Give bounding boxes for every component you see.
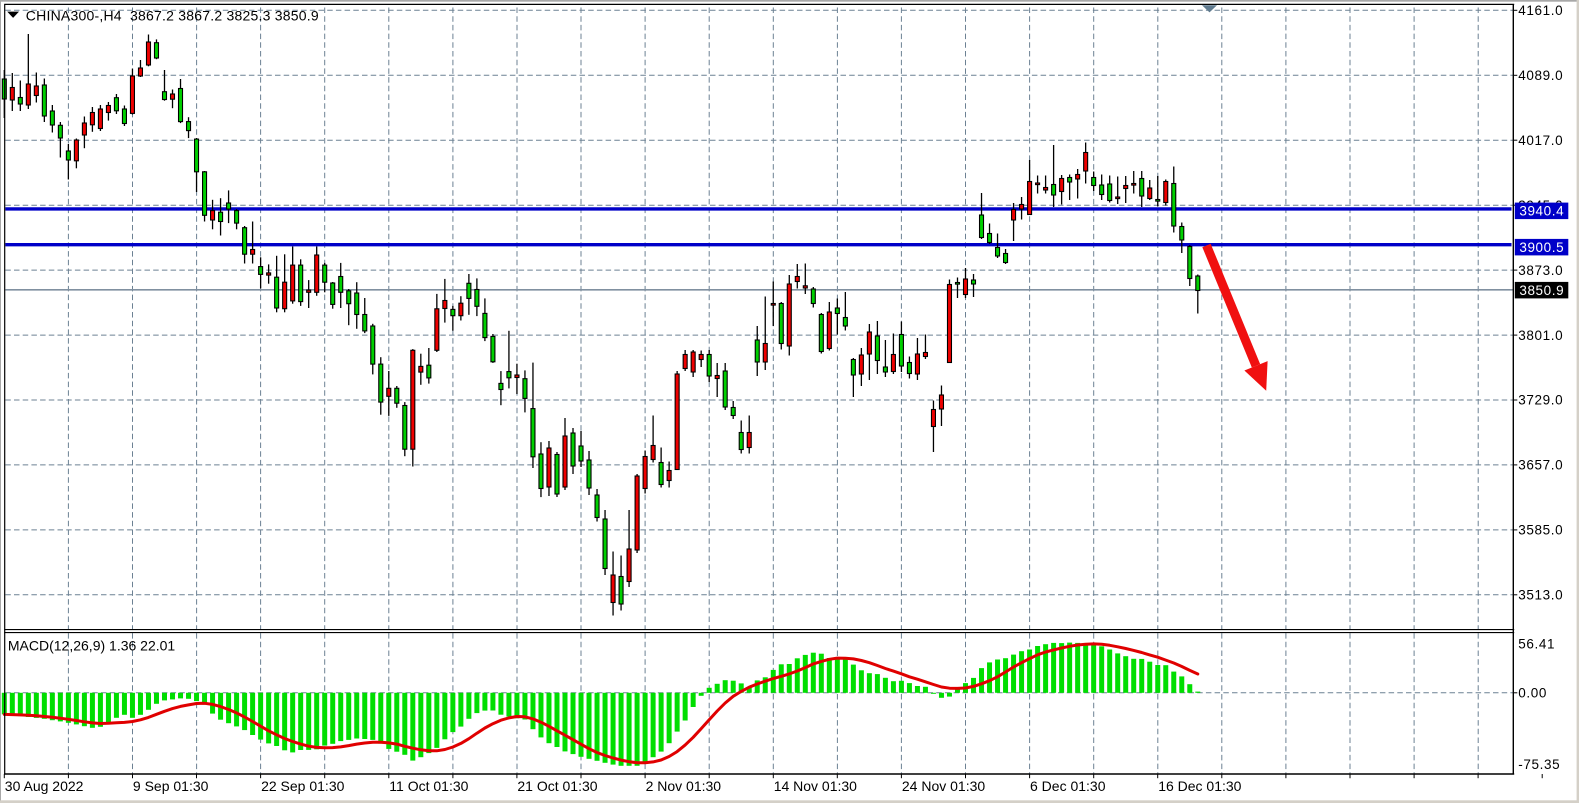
svg-text:30 Aug 2022: 30 Aug 2022 xyxy=(5,778,84,794)
svg-text:3900.5: 3900.5 xyxy=(1519,240,1564,255)
svg-text:6 Dec 01:30: 6 Dec 01:30 xyxy=(1030,778,1106,794)
svg-text:MACD(12,26,9) 1.36 22.01: MACD(12,26,9) 1.36 22.01 xyxy=(8,638,176,654)
svg-text:3729.0: 3729.0 xyxy=(1518,393,1563,408)
svg-text:3940.4: 3940.4 xyxy=(1519,204,1564,219)
svg-text:3801.0: 3801.0 xyxy=(1518,328,1563,343)
svg-text:4089.0: 4089.0 xyxy=(1518,68,1563,83)
svg-text:9 Sep 01:30: 9 Sep 01:30 xyxy=(133,778,209,794)
svg-text:3850.9: 3850.9 xyxy=(1519,283,1564,298)
svg-text:3657.0: 3657.0 xyxy=(1518,458,1563,473)
svg-text:0.00: 0.00 xyxy=(1518,686,1547,701)
svg-text:24 Nov 01:30: 24 Nov 01:30 xyxy=(902,778,985,794)
svg-text:21 Oct 01:30: 21 Oct 01:30 xyxy=(517,778,597,794)
svg-text:4017.0: 4017.0 xyxy=(1518,133,1563,148)
svg-text:14 Nov 01:30: 14 Nov 01:30 xyxy=(774,778,857,794)
svg-text:3513.0: 3513.0 xyxy=(1518,588,1563,603)
svg-text:4161.0: 4161.0 xyxy=(1518,3,1563,18)
svg-text:11 Oct 01:30: 11 Oct 01:30 xyxy=(389,778,468,794)
svg-text:22 Sep 01:30: 22 Sep 01:30 xyxy=(261,778,345,794)
svg-text:56.41: 56.41 xyxy=(1518,636,1555,651)
svg-text:2 Nov 01:30: 2 Nov 01:30 xyxy=(646,778,722,794)
svg-text:3585.0: 3585.0 xyxy=(1518,523,1563,538)
svg-text:-75.35: -75.35 xyxy=(1518,757,1560,772)
svg-text:CHINA300-,H4 3867.2 3867.2 38: CHINA300-,H4 3867.2 3867.2 3825.3 3850.9 xyxy=(26,7,319,23)
svg-text:16 Dec 01:30: 16 Dec 01:30 xyxy=(1158,778,1241,794)
svg-text:3873.0: 3873.0 xyxy=(1518,263,1563,278)
